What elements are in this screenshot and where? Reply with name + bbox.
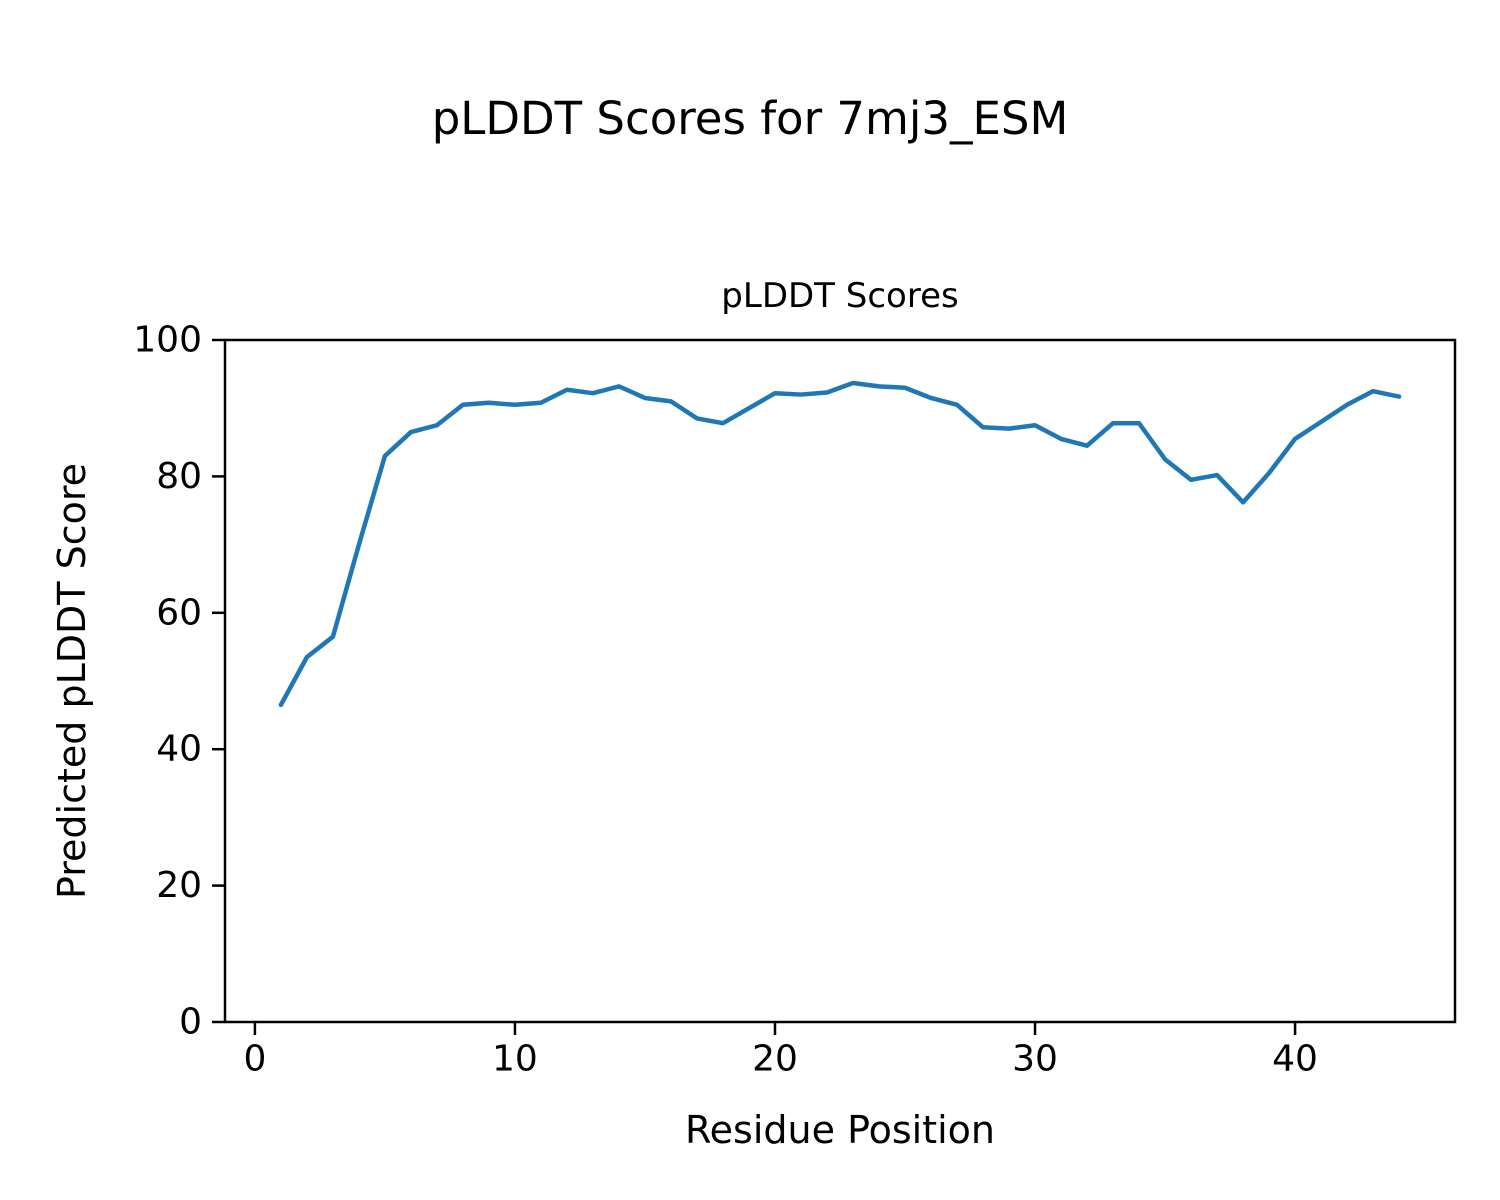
- x-axis-label: Residue Position: [684, 1108, 996, 1152]
- axes-title: pLDDT Scores: [721, 276, 959, 316]
- y-tick-label: 60: [156, 592, 202, 633]
- x-tick-label: 20: [752, 1039, 798, 1080]
- plddt-line-series: [278, 380, 1402, 708]
- x-tick-label: 10: [492, 1039, 538, 1080]
- axes-border: [223, 338, 1457, 1024]
- figure-title: pLDDT Scores for 7mj3_ESM: [431, 92, 1069, 145]
- y-tick-label: 0: [179, 1002, 202, 1043]
- y-tick-label: 40: [156, 729, 202, 770]
- x-tick-label: 40: [1272, 1039, 1318, 1080]
- y-tick-label: 80: [156, 456, 202, 497]
- y-tick-label: 100: [133, 320, 202, 361]
- x-tick-label: 30: [1012, 1039, 1058, 1080]
- x-tick-label: 0: [243, 1039, 266, 1080]
- y-tick-label: 20: [156, 865, 202, 906]
